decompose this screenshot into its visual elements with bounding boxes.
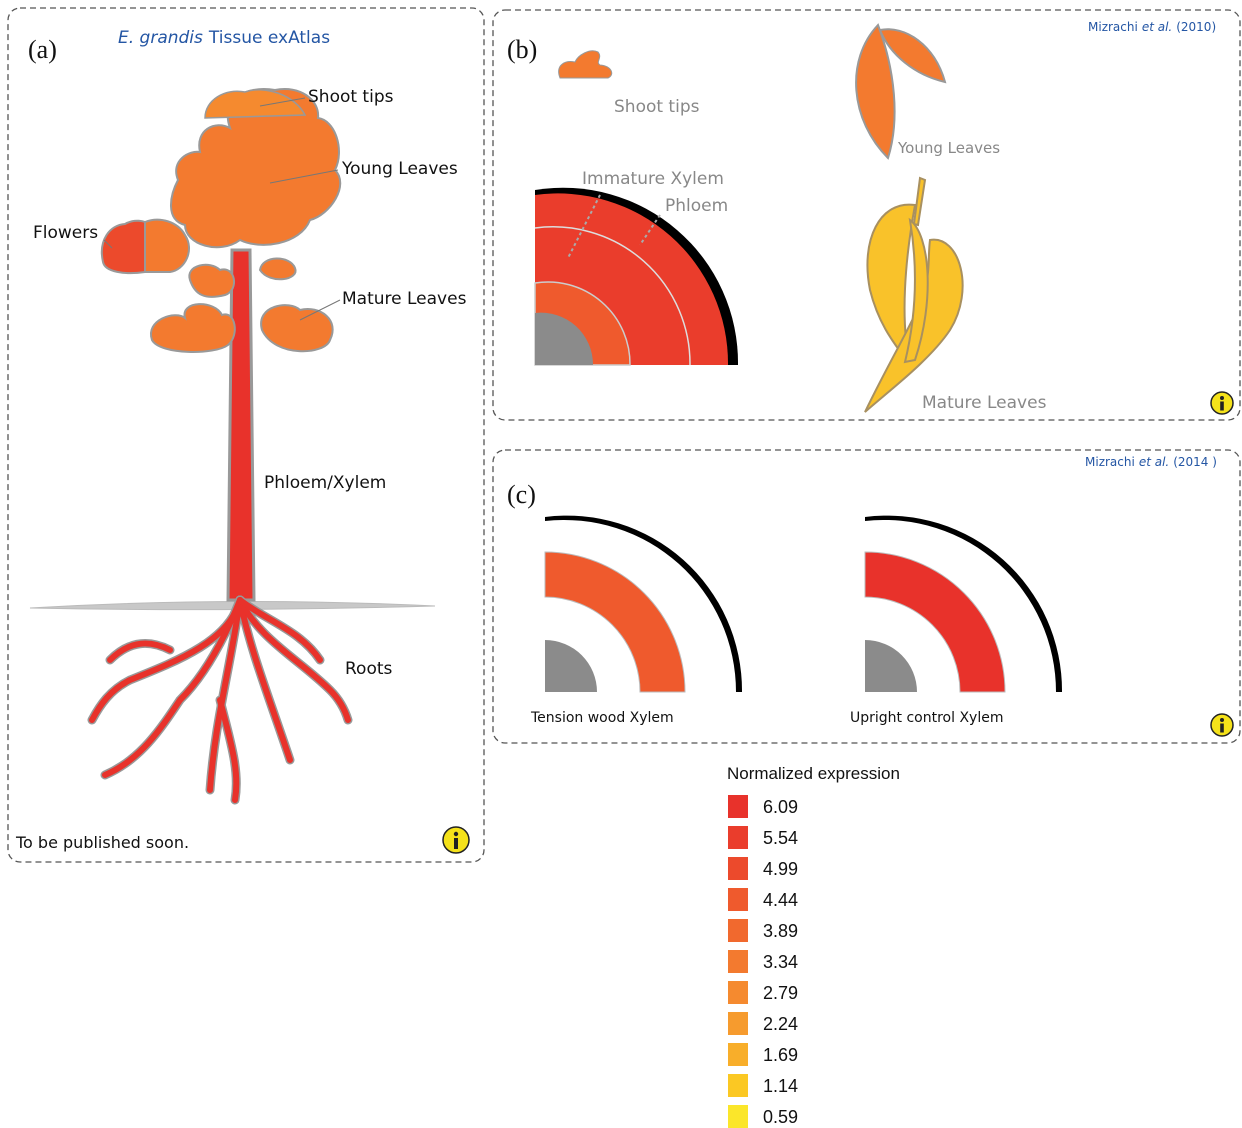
- tissue-label: Upright control Xylem: [850, 710, 1003, 726]
- tissue-label: Young Leaves: [341, 159, 458, 179]
- legend-swatch: [728, 857, 748, 880]
- legend-value: 1.14: [763, 1076, 798, 1096]
- panel-c-label: (c): [507, 480, 536, 509]
- legend-value: 3.34: [763, 952, 798, 972]
- trunk: [228, 250, 254, 600]
- legend-swatch: [728, 1074, 748, 1097]
- legend-value: 2.24: [763, 1014, 798, 1034]
- legend-value: 4.99: [763, 859, 798, 879]
- legend-value: 4.44: [763, 890, 798, 910]
- legend-value: 0.59: [763, 1107, 798, 1127]
- footer-note: To be published soon.: [15, 833, 189, 852]
- roots: [92, 600, 348, 800]
- species: E. grandis: [118, 28, 203, 48]
- legend-swatch: [728, 981, 748, 1004]
- legend-swatch: [728, 1105, 748, 1128]
- legend-swatch: [728, 919, 748, 942]
- legend: Normalized expression 6.09 5.54 4.99 4.44 3.…: [727, 764, 900, 1128]
- tissue-label: Flowers: [33, 223, 98, 243]
- legend-swatch: [728, 888, 748, 911]
- legend-swatch: [728, 826, 748, 849]
- legend-swatch: [728, 795, 748, 818]
- info-icon[interactable]: [1211, 392, 1233, 414]
- author: Mizrachi: [1085, 455, 1135, 469]
- tissue-label: Young Leaves: [897, 139, 1000, 157]
- exatlas-page: (a) E. grandisTissue exAtlas Shoot tips …: [0, 0, 1242, 1128]
- info-icon[interactable]: [443, 827, 469, 853]
- tissue-label: Tension wood Xylem: [530, 710, 674, 726]
- citation: Mizrachi et al. (2010): [1088, 20, 1216, 34]
- year: (2010): [1176, 20, 1216, 34]
- legend-swatch: [728, 1043, 748, 1066]
- panel-a-label: (a): [28, 35, 57, 64]
- legend-title: Normalized expression: [727, 764, 900, 783]
- etal: et al.: [1139, 455, 1169, 469]
- tissue-label: Shoot tips: [614, 97, 700, 117]
- tissue-label: Mature Leaves: [922, 393, 1047, 413]
- mature-leaves-shape: [865, 178, 963, 412]
- year: (2014 ): [1173, 455, 1217, 469]
- shoot-tips-shape: [559, 51, 612, 78]
- tissue-label: Phloem/Xylem: [264, 473, 386, 493]
- flowers-part: [102, 221, 145, 273]
- upright-control-section: [865, 516, 1062, 692]
- tree: [30, 89, 435, 800]
- legend-value: 1.69: [763, 1045, 798, 1065]
- title-rest: Tissue exAtlas: [208, 28, 330, 48]
- tissue-label: Mature Leaves: [342, 289, 467, 309]
- flowers-part: [145, 220, 189, 272]
- legend-value: 5.54: [763, 828, 798, 848]
- tension-wood-section: [545, 516, 742, 692]
- author: Mizrachi: [1088, 20, 1138, 34]
- legend-value: 6.09: [763, 797, 798, 817]
- legend-value: 3.89: [763, 921, 798, 941]
- tissue-label: Shoot tips: [308, 87, 394, 107]
- citation: Mizrachi et al. (2014 ): [1085, 455, 1217, 469]
- legend-value: 2.79: [763, 983, 798, 1003]
- tissue-label: Roots: [345, 659, 393, 679]
- etal: et al.: [1142, 20, 1172, 34]
- info-icon[interactable]: [1211, 714, 1233, 736]
- legend-swatch: [728, 1012, 748, 1035]
- panel-b-label: (b): [507, 35, 537, 64]
- legend-swatch: [728, 950, 748, 973]
- tissue-label: Phloem: [665, 196, 728, 216]
- tissue-label: Immature Xylem: [582, 169, 724, 189]
